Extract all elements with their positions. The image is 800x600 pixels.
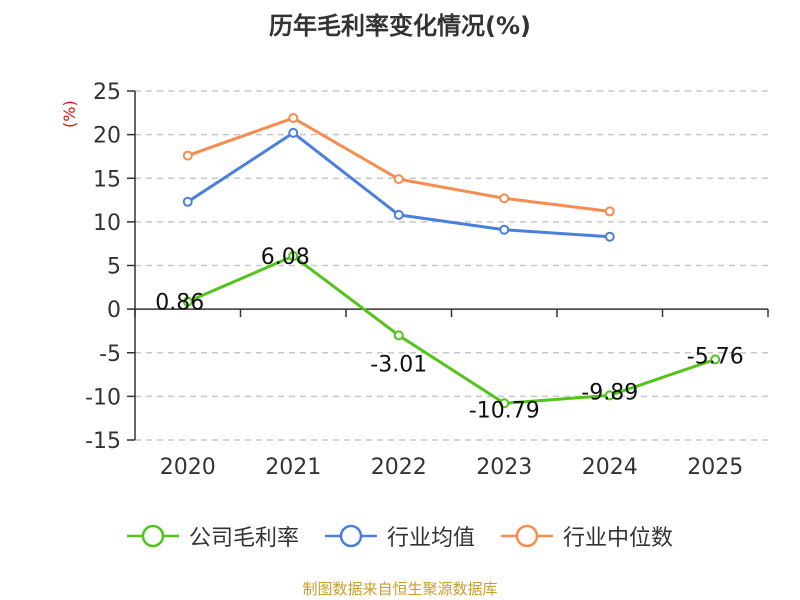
y-tick-label: 20	[93, 124, 121, 149]
data-point[interactable]	[393, 174, 404, 185]
data-point[interactable]	[182, 296, 193, 307]
chart-title: 历年毛利率变化情况(%)	[269, 12, 531, 40]
legend-item-2[interactable]: 行业中位数	[501, 520, 673, 552]
series-line-2	[187, 116, 610, 213]
x-tick-label: 2020	[160, 455, 216, 480]
legend-item-0[interactable]: 公司毛利率	[126, 520, 299, 552]
x-tick-label: 2021	[265, 455, 321, 480]
grid-layer	[135, 90, 768, 441]
x-tick-label: 2025	[687, 455, 743, 480]
data-point[interactable]	[182, 196, 193, 207]
axis-layer: 25 20 15 10 5 0 -5 -10 -15 2020 2021 2022 2023 2024 20…	[85, 80, 769, 480]
legend-swatch-icon	[501, 524, 553, 548]
data-label: -3.01	[370, 352, 427, 377]
y-tick-label: -10	[85, 385, 121, 410]
legend-label: 行业均值	[386, 526, 475, 551]
data-point[interactable]	[499, 193, 510, 204]
y-tick-label: 5	[107, 255, 121, 280]
y-tick-label: 10	[93, 211, 121, 236]
data-label-layer: 0.86 6.08 -3.01 -10.79 -9.89 -5.76	[155, 245, 743, 423]
data-point[interactable]	[604, 231, 615, 242]
data-point[interactable]	[393, 330, 404, 341]
data-label: -5.76	[687, 344, 744, 369]
legend-swatch-icon	[126, 524, 179, 548]
legend: 公司毛利率 行业均值 行业中位数	[0, 520, 800, 552]
data-label: 0.86	[155, 291, 204, 316]
source-note: 制图数据来自恒生聚源数据库	[302, 580, 498, 598]
data-point[interactable]	[288, 127, 299, 138]
data-label: 6.08	[261, 245, 310, 270]
legend-swatch-icon	[324, 524, 377, 548]
data-point[interactable]	[499, 224, 510, 235]
data-point[interactable]	[288, 251, 299, 262]
y-tick-label: 15	[93, 167, 121, 192]
y-tick-label: 25	[93, 80, 121, 105]
data-point[interactable]	[182, 150, 193, 161]
legend-label: 公司毛利率	[188, 526, 299, 551]
x-tick-label: 2022	[371, 455, 427, 480]
data-point[interactable]	[710, 354, 721, 365]
series-layer	[182, 113, 721, 409]
series-line-0	[187, 254, 716, 405]
data-label: -10.79	[469, 398, 540, 423]
data-point[interactable]	[499, 398, 510, 409]
legend-label: 行业中位数	[563, 526, 674, 551]
data-point[interactable]	[393, 209, 404, 220]
data-label: -9.89	[581, 380, 638, 405]
data-point[interactable]	[288, 113, 299, 124]
legend-item-1[interactable]: 行业均值	[324, 520, 475, 552]
data-point[interactable]	[604, 390, 615, 401]
x-tick-label: 2024	[582, 455, 638, 480]
x-tick-label: 2023	[476, 455, 532, 480]
y-tick-label: -15	[85, 429, 121, 454]
y-tick-label: -5	[99, 342, 121, 367]
y-tick-label: 0	[107, 298, 121, 323]
data-point[interactable]	[604, 206, 615, 217]
